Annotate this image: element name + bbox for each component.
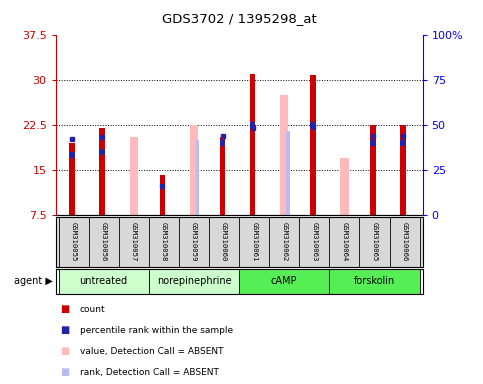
Bar	[280, 95, 288, 215]
Text: GSM310064: GSM310064	[341, 222, 347, 262]
Text: GSM310056: GSM310056	[100, 222, 107, 262]
Text: ■: ■	[60, 304, 70, 314]
Bar	[310, 75, 315, 215]
Text: norepinephrine: norepinephrine	[156, 276, 231, 286]
Text: cAMP: cAMP	[271, 276, 298, 286]
Text: untreated: untreated	[80, 276, 128, 286]
Bar	[70, 143, 75, 215]
Text: ■: ■	[60, 325, 70, 335]
Text: GDS3702 / 1395298_at: GDS3702 / 1395298_at	[162, 12, 316, 25]
Text: rank, Detection Call = ABSENT: rank, Detection Call = ABSENT	[80, 368, 219, 377]
Bar	[250, 74, 256, 215]
Bar	[400, 125, 406, 215]
Text: GSM310066: GSM310066	[401, 222, 408, 262]
Text: forskolin: forskolin	[354, 276, 395, 286]
Text: ■: ■	[60, 346, 70, 356]
Text: GSM310055: GSM310055	[71, 222, 77, 262]
Bar	[190, 125, 198, 215]
Text: GSM310058: GSM310058	[161, 222, 167, 262]
Text: percentile rank within the sample: percentile rank within the sample	[80, 326, 233, 335]
Text: GSM310062: GSM310062	[281, 222, 287, 262]
Bar	[196, 140, 199, 215]
Bar	[220, 137, 225, 215]
Bar	[310, 122, 315, 128]
Text: GSM310060: GSM310060	[221, 222, 227, 262]
Bar	[250, 122, 256, 128]
Bar	[239, 269, 329, 294]
Bar	[400, 140, 406, 146]
Text: GSM310065: GSM310065	[371, 222, 378, 262]
Text: agent ▶: agent ▶	[14, 276, 53, 286]
Text: ■: ■	[60, 367, 70, 377]
Bar	[370, 125, 376, 215]
Text: GSM310063: GSM310063	[312, 222, 317, 262]
Bar	[286, 131, 290, 215]
Bar	[70, 152, 75, 158]
Text: GSM310059: GSM310059	[191, 222, 197, 262]
Bar	[220, 140, 225, 146]
Bar	[129, 137, 138, 215]
Bar	[370, 140, 376, 146]
Text: value, Detection Call = ABSENT: value, Detection Call = ABSENT	[80, 347, 223, 356]
Bar	[160, 175, 165, 215]
Bar	[329, 269, 420, 294]
Text: GSM310057: GSM310057	[131, 222, 137, 262]
Bar	[149, 269, 239, 294]
Text: GSM310061: GSM310061	[251, 222, 257, 262]
Text: count: count	[80, 305, 105, 314]
Bar	[340, 158, 349, 215]
Bar	[99, 149, 105, 155]
Bar	[99, 128, 105, 215]
Bar	[58, 269, 149, 294]
